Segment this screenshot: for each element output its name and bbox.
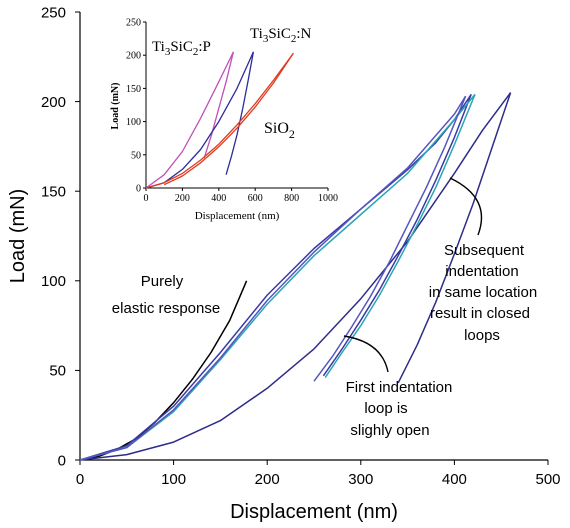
series-loop3-unload bbox=[324, 94, 476, 379]
y-tick-label: 100 bbox=[126, 117, 141, 128]
series-loop4-load bbox=[79, 95, 467, 461]
x-tick-label: 0 bbox=[144, 193, 149, 204]
x-tick-label: 1000 bbox=[318, 193, 338, 204]
annotation-closed-line-3: in same location bbox=[429, 284, 537, 301]
y-tick-label: 250 bbox=[126, 18, 141, 29]
y-tick-label: 50 bbox=[49, 363, 66, 380]
inset-x-axis-label: Displacement (nm) bbox=[195, 210, 280, 222]
x-tick-label: 800 bbox=[284, 193, 299, 204]
x-tick-label: 0 bbox=[76, 471, 84, 488]
inset-label-sio2: SiO2 bbox=[264, 120, 295, 141]
inset-label-ti3sic2-n: Ti3SiC2:N bbox=[250, 26, 311, 45]
y-tick-label: 50 bbox=[131, 150, 141, 161]
annotation-elastic: Purely elastic response bbox=[112, 273, 220, 317]
series-P-unload bbox=[203, 51, 235, 159]
annotation-closed-line-2: indentation bbox=[445, 263, 518, 280]
y-tick-label: 150 bbox=[126, 84, 141, 95]
x-tick-label: 400 bbox=[442, 471, 467, 488]
annotation-open-loop: First indentation loop is slighly open bbox=[346, 379, 453, 439]
annotation-elastic-line-2: elastic response bbox=[112, 300, 220, 317]
annotation-open-line-3: slighly open bbox=[350, 422, 429, 439]
main-y-axis-label: Load (mN) bbox=[7, 189, 29, 283]
y-tick-label: 0 bbox=[58, 452, 66, 469]
annotation-elastic-line-1: Purely bbox=[141, 273, 184, 290]
annotation-closed-line-1: Subsequent bbox=[444, 242, 525, 259]
x-tick-label: 500 bbox=[535, 471, 560, 488]
x-tick-label: 200 bbox=[175, 193, 190, 204]
series-SiO2-unload bbox=[163, 52, 294, 186]
series-loop1-load bbox=[79, 92, 512, 461]
x-tick-label: 300 bbox=[348, 471, 373, 488]
annotation-open-line-2: loop is bbox=[364, 400, 407, 417]
x-tick-label: 100 bbox=[161, 471, 186, 488]
series-loop1-unload bbox=[397, 92, 512, 384]
x-tick-label: 200 bbox=[255, 471, 280, 488]
y-tick-label: 250 bbox=[41, 4, 66, 21]
y-tick-label: 200 bbox=[41, 94, 66, 111]
annotation-open-line-1: First indentation bbox=[346, 379, 453, 396]
inset-y-axis-label: Load (mN) bbox=[110, 83, 121, 130]
y-tick-label: 0 bbox=[136, 184, 141, 195]
series-loop4-unload bbox=[313, 95, 467, 382]
y-tick-label: 150 bbox=[41, 183, 66, 200]
series-SiO2-load bbox=[145, 52, 294, 189]
series-loop3-load bbox=[79, 93, 476, 461]
main-x-axis-label: Displacement (nm) bbox=[230, 501, 398, 523]
series-P-load bbox=[145, 51, 234, 189]
annotation-open-pointer bbox=[343, 335, 389, 373]
annotation-closed-line-5: loops bbox=[464, 327, 500, 344]
series-loop2-load bbox=[79, 93, 472, 461]
x-tick-label: 600 bbox=[248, 193, 263, 204]
y-tick-label: 100 bbox=[41, 273, 66, 290]
inset-label-ti3sic2-p: Ti3SiC2:P bbox=[152, 39, 211, 58]
inset-plot: 0 200 400 600 800 1000 0 50 100 150 200 250 Load (m… bbox=[110, 18, 338, 223]
annotation-closed-line-4: result in closed bbox=[430, 305, 530, 322]
x-tick-label: 400 bbox=[211, 193, 226, 204]
annotation-closed-pointer bbox=[449, 177, 483, 236]
annotation-closed-loops: Subsequent indentation in same location … bbox=[429, 242, 537, 344]
series-loop2-unload bbox=[322, 94, 472, 377]
y-tick-label: 200 bbox=[126, 51, 141, 62]
